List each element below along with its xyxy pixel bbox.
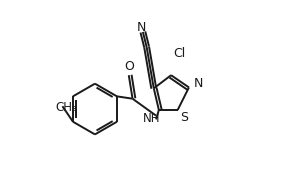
Text: NH: NH: [143, 112, 160, 125]
Text: CH₃: CH₃: [55, 101, 77, 114]
Text: Cl: Cl: [173, 47, 186, 60]
Text: S: S: [180, 111, 188, 124]
Text: O: O: [124, 60, 134, 73]
Text: N: N: [194, 77, 203, 90]
Text: N: N: [136, 21, 146, 34]
